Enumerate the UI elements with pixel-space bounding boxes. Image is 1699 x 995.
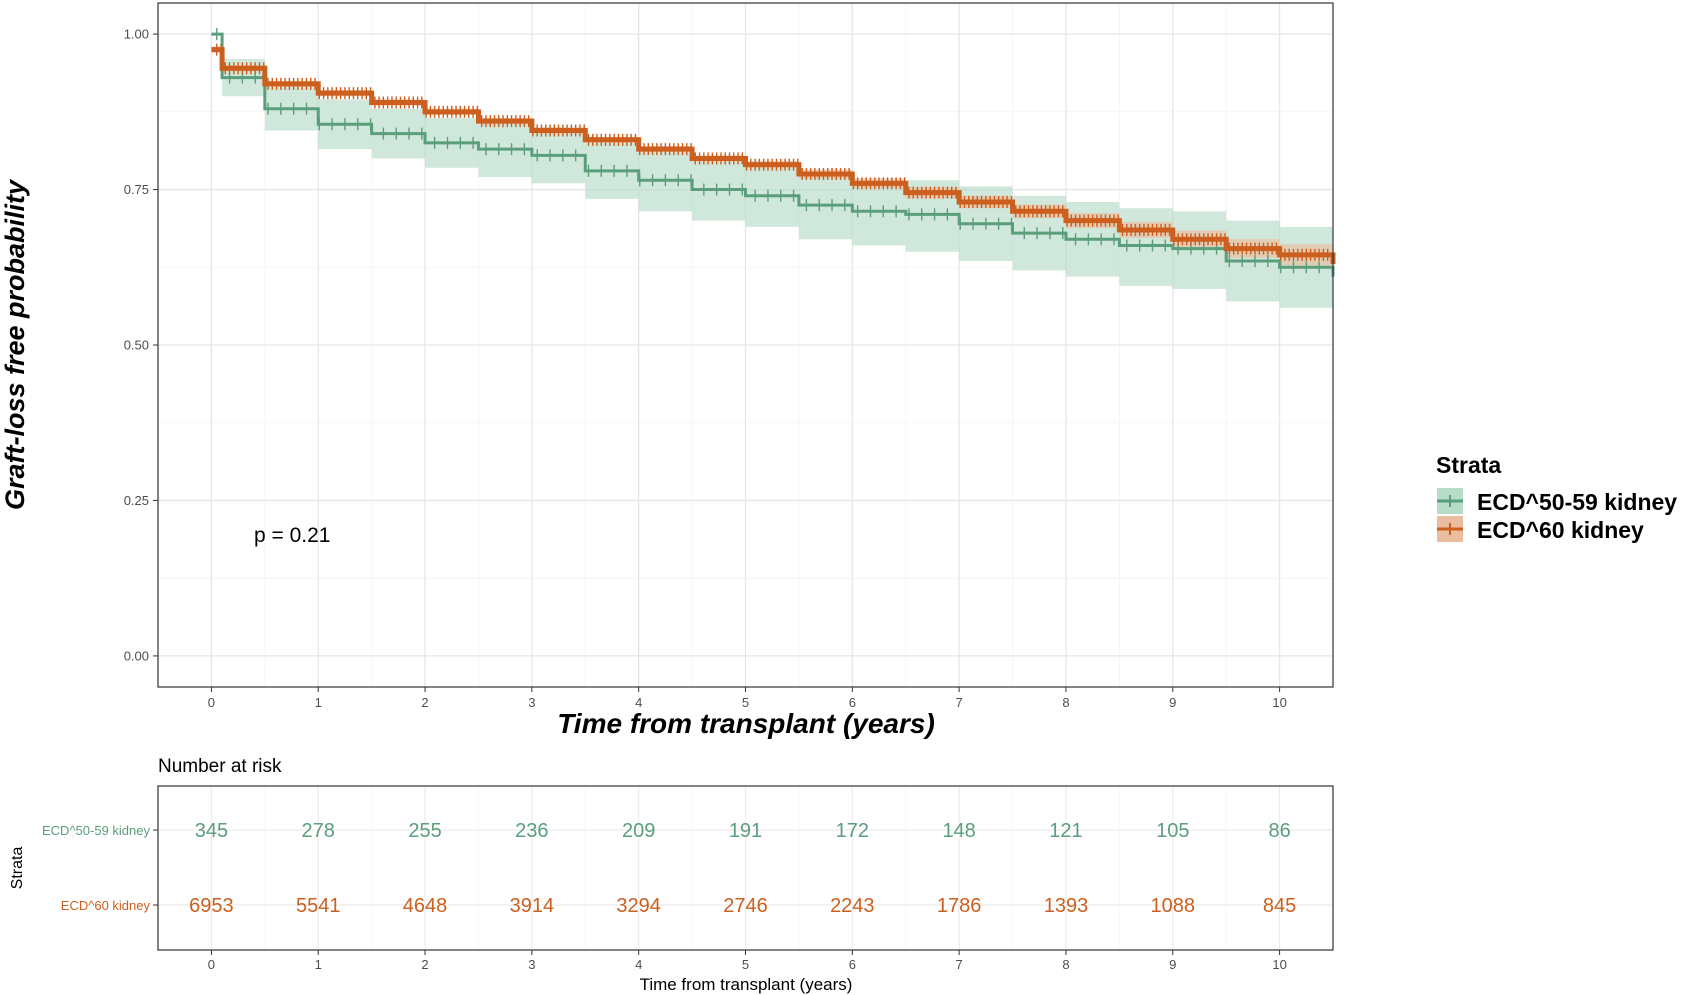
risk-cell: 191 [729, 820, 762, 842]
risk-row-label: ECD^60 kidney [61, 898, 151, 913]
survival-chart: 0 1 2 3 4 5 6 7 8 9 10 0.00 0.25 0.50 0.75 1.00 p = 0.… [0, 2, 1677, 739]
legend-label-ecd60: ECD^60 kidney [1477, 517, 1644, 543]
risk-x-tick-label: 10 [1272, 957, 1286, 972]
y-tick-label: 1.00 [124, 27, 149, 42]
x-axis-ticks: 0 1 2 3 4 5 6 7 8 9 10 [208, 687, 1287, 710]
y-axis-ticks: 0.00 0.25 0.50 0.75 1.00 [124, 27, 158, 663]
risk-cell: 2243 [830, 895, 875, 917]
survival-line-1 [211, 47, 1336, 265]
risk-cell: 1786 [937, 895, 982, 917]
risk-cell: 86 [1268, 820, 1290, 842]
risk-cell: 4648 [403, 895, 448, 917]
y-tick-label: 0.25 [124, 493, 149, 508]
risk-cell: 172 [836, 820, 869, 842]
risk-cell: 2746 [723, 895, 768, 917]
x-tick-label: 10 [1272, 695, 1286, 710]
risk-cell: 1393 [1044, 895, 1089, 917]
risk-row-label: ECD^50-59 kidney [42, 823, 150, 838]
risk-x-tick-label: 1 [315, 957, 322, 972]
survival-line-0 [211, 32, 1335, 277]
p-value-annotation: p = 0.21 [254, 524, 330, 547]
risk-cell: 105 [1156, 820, 1189, 842]
risk-cells: 345 278 255 236 209 191 172 148 121 105 86 6953 5541… [189, 820, 1296, 917]
risk-x-tick-label: 6 [849, 957, 856, 972]
risk-cell: 255 [408, 820, 441, 842]
x-tick-label: 5 [742, 695, 749, 710]
legend-title: Strata [1436, 452, 1501, 478]
risk-cell: 845 [1263, 895, 1296, 917]
x-tick-label: 4 [635, 695, 642, 710]
risk-x-tick-label: 9 [1169, 957, 1176, 972]
risk-cell: 3914 [510, 895, 555, 917]
risk-x-tick-label: 5 [742, 957, 749, 972]
risk-cell: 278 [302, 820, 335, 842]
risk-x-tick-label: 7 [956, 957, 963, 972]
risk-panel-border [157, 785, 1334, 951]
risk-grid [157, 786, 1334, 950]
censor-group-1 [216, 43, 1329, 261]
y-axis-title: Graft-loss free probability [0, 178, 30, 510]
risk-x-tick-label: 2 [421, 957, 428, 972]
y-tick-label: 0.50 [124, 338, 149, 353]
risk-cell: 3294 [616, 895, 661, 917]
x-tick-label: 3 [528, 695, 535, 710]
risk-x-tick-label: 4 [635, 957, 642, 972]
risk-x-ticks: 0 1 2 3 4 5 6 7 8 9 10 [208, 950, 1287, 972]
risk-cell: 236 [515, 820, 548, 842]
risk-cell: 1088 [1151, 895, 1196, 917]
risk-cell: 148 [942, 820, 975, 842]
x-tick-label: 9 [1169, 695, 1176, 710]
risk-cell: 6953 [189, 895, 234, 917]
x-tick-label: 7 [956, 695, 963, 710]
x-tick-label: 1 [315, 695, 322, 710]
confidence-band-0 [211, 34, 1334, 314]
risk-x-tick-label: 0 [208, 957, 215, 972]
risk-row-labels: ECD^50-59 kidney ECD^60 kidney [42, 823, 158, 913]
survival-curves [211, 32, 1336, 277]
legend-key-ecd60 [1437, 516, 1463, 542]
x-tick-label: 0 [208, 695, 215, 710]
legend-key-ecd50-59 [1437, 488, 1463, 514]
risk-y-axis-title: Strata [9, 847, 26, 890]
x-tick-label: 8 [1062, 695, 1069, 710]
risk-cell: 345 [195, 820, 228, 842]
risk-cell: 5541 [296, 895, 341, 917]
y-tick-label: 0.00 [124, 648, 149, 663]
censor-marks [216, 28, 1329, 274]
x-axis-title: Time from transplant (years) [557, 708, 935, 739]
risk-x-tick-label: 3 [528, 957, 535, 972]
legend: Strata ECD^50-59 kidney ECD^60 kidney [1436, 452, 1677, 543]
x-tick-label: 2 [421, 695, 428, 710]
confidence-bands [211, 34, 1334, 314]
risk-cell: 209 [622, 820, 655, 842]
risk-x-axis-title: Time from transplant (years) [640, 975, 853, 994]
x-tick-label: 6 [849, 695, 856, 710]
y-tick-label: 0.75 [124, 182, 149, 197]
legend-label-ecd50-59: ECD^50-59 kidney [1477, 489, 1677, 515]
risk-cell: 121 [1049, 820, 1082, 842]
risk-x-tick-label: 8 [1062, 957, 1069, 972]
